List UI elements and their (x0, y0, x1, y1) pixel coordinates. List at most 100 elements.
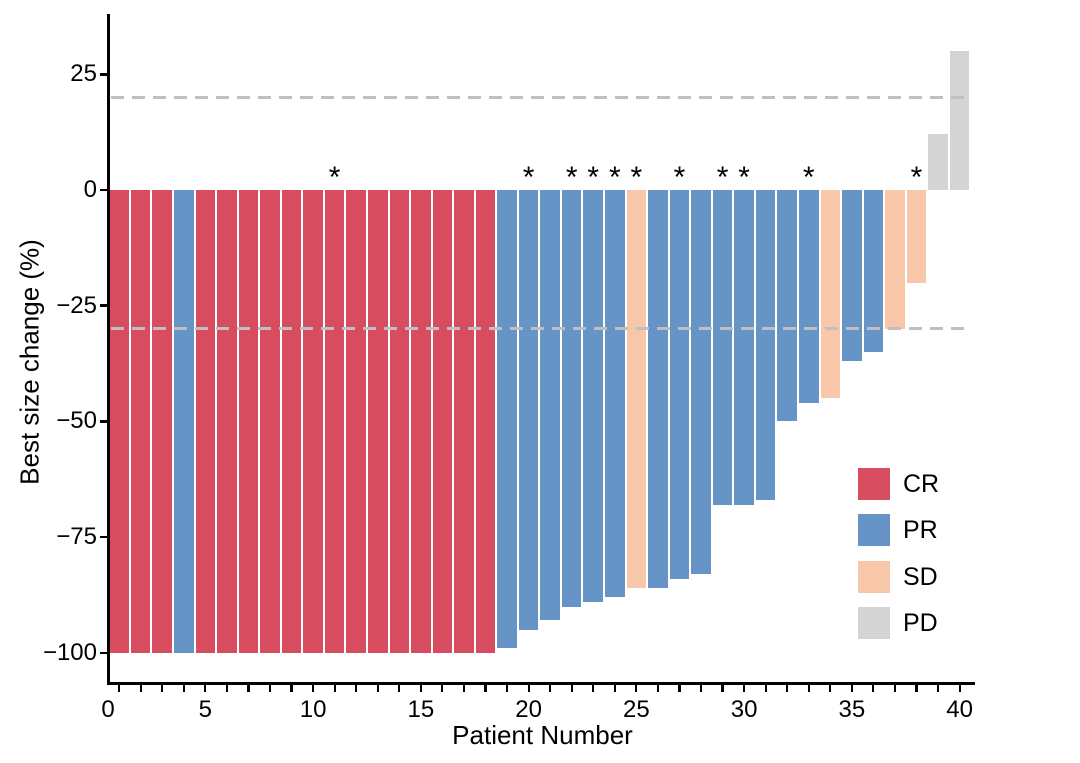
x-tick-label-5: 5 (198, 696, 213, 723)
x-tick (139, 684, 142, 692)
x-tick (268, 684, 272, 692)
x-tick (743, 684, 746, 692)
bar-patient-28 (691, 190, 711, 575)
bar-patient-1 (109, 190, 129, 653)
asterisk-marker-patient-25: * (630, 161, 643, 194)
bar-patient-13 (367, 190, 388, 653)
x-tick-label-25: 25 (622, 696, 650, 723)
legend-label-PD: PD (903, 608, 938, 637)
bar-patient-35 (842, 190, 862, 362)
legend-label-SD: SD (903, 562, 938, 591)
x-tick (376, 684, 379, 692)
asterisk-marker-patient-11: * (328, 161, 341, 194)
y-tick (99, 651, 107, 655)
bar-patient-37 (885, 190, 905, 329)
x-tick-label-35: 35 (838, 696, 866, 723)
x-tick (247, 684, 250, 692)
x-tick (225, 684, 228, 692)
x-tick (635, 684, 638, 692)
x-tick (333, 684, 336, 692)
bar-patient-12 (346, 190, 366, 653)
bar-patient-36 (863, 190, 884, 352)
x-tick (721, 684, 724, 692)
bar-patient-21 (540, 190, 560, 621)
x-tick (872, 684, 875, 692)
asterisk-marker-patient-23: * (587, 161, 600, 194)
bar-patient-5 (195, 190, 216, 653)
bar-patient-24 (605, 190, 625, 598)
x-tick (958, 684, 961, 692)
y-tick (99, 420, 107, 423)
asterisk-marker-patient-33: * (802, 161, 815, 194)
x-tick (549, 684, 552, 692)
asterisk-marker-patient-38: * (910, 161, 923, 194)
bar-patient-16 (432, 190, 453, 653)
x-tick (850, 684, 853, 692)
x-tick (764, 684, 767, 692)
bar-patient-27 (669, 190, 690, 579)
asterisk-marker-patient-24: * (608, 161, 621, 194)
legend-label-CR: CR (903, 470, 940, 498)
y-tick (99, 73, 107, 76)
bar-patient-38 (906, 190, 927, 283)
x-tick-label-20: 20 (515, 696, 542, 723)
x-tick-label-10: 10 (299, 696, 327, 723)
bar-patient-3 (152, 190, 173, 653)
x-tick (829, 684, 832, 692)
bar-patient-10 (303, 190, 323, 653)
x-tick (505, 684, 509, 692)
asterisk-marker-patient-30: * (738, 161, 750, 194)
y-tick-label--50: −50 (56, 407, 97, 435)
x-tick (441, 684, 444, 692)
y-tick-label--25: −25 (56, 291, 97, 319)
bar-patient-39 (928, 134, 948, 190)
x-tick (915, 684, 918, 692)
legend-label-PR: PR (903, 516, 938, 545)
legend-swatch-CR (858, 468, 890, 500)
x-tick-label-30: 30 (730, 696, 758, 723)
x-tick (484, 684, 487, 692)
bar-patient-18 (475, 190, 496, 653)
bar-patient-26 (648, 190, 668, 588)
bar-patient-20 (518, 190, 539, 630)
bar-patient-9 (281, 190, 302, 653)
bar-patient-7 (238, 190, 259, 653)
bar-patient-4 (174, 190, 194, 653)
bar-patient-25 (626, 190, 647, 588)
asterisk-marker-patient-20: * (522, 161, 535, 194)
bar-patient-14 (389, 190, 410, 653)
reference-line-plus20 (111, 95, 968, 99)
x-tick (204, 684, 207, 692)
x-tick (355, 684, 358, 692)
x-tick (592, 684, 595, 692)
bar-patient-30 (734, 190, 754, 505)
bar-patient-8 (260, 190, 280, 653)
x-tick (656, 684, 659, 692)
y-tick-label--75: −75 (56, 523, 97, 551)
x-tick (613, 684, 616, 692)
x-tick (182, 684, 185, 692)
x-tick (678, 684, 681, 692)
bar-patient-34 (820, 190, 841, 399)
x-tick (462, 684, 466, 692)
bar-patient-11 (324, 190, 345, 653)
bar-patient-32 (777, 190, 797, 422)
x-tick (786, 684, 789, 692)
bar-patient-29 (712, 190, 733, 505)
x-tick (570, 684, 573, 692)
legend-swatch-PD (858, 606, 890, 639)
bar-patient-40 (949, 51, 970, 190)
x-axis-line (106, 681, 975, 685)
x-tick-label-0: 0 (101, 696, 115, 723)
reference-line-minus30 (111, 327, 968, 331)
bar-patient-23 (583, 190, 604, 602)
bar-patient-31 (755, 190, 776, 501)
y-tick-label-0: 0 (83, 176, 97, 203)
y-tick (99, 188, 107, 192)
bar-patient-17 (454, 190, 474, 653)
asterisk-marker-patient-29: * (716, 161, 729, 194)
legend-swatch-SD (858, 560, 890, 593)
x-tick-label-40: 40 (946, 696, 973, 723)
x-tick (290, 684, 293, 692)
